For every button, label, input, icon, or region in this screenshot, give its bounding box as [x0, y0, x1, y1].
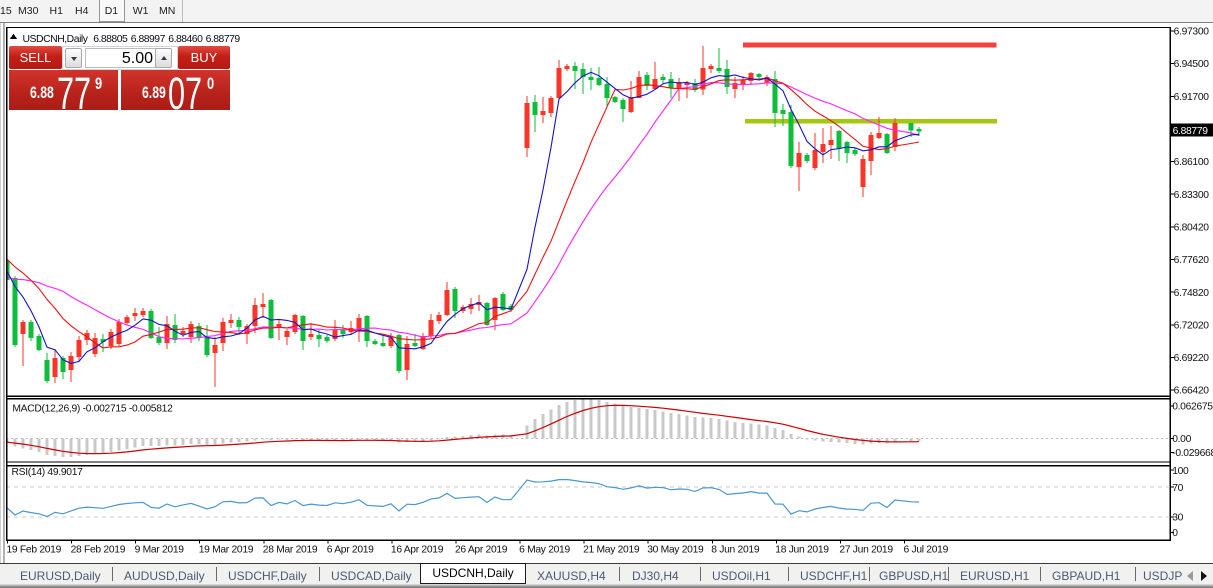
svg-text:100: 100 — [1172, 466, 1189, 477]
svg-text:6.66420: 6.66420 — [1174, 386, 1210, 397]
svg-text:0.062675: 0.062675 — [1172, 401, 1213, 412]
svg-text:28 Mar 2019: 28 Mar 2019 — [263, 545, 318, 556]
svg-text:8 Jun 2019: 8 Jun 2019 — [711, 545, 760, 556]
svg-text:6.83300: 6.83300 — [1174, 190, 1210, 201]
svg-text:70: 70 — [1172, 483, 1183, 494]
svg-text:-0.029668: -0.029668 — [1172, 448, 1213, 459]
svg-text:6.88805: 6.88805 — [93, 34, 128, 45]
svg-text:6 Apr 2019: 6 Apr 2019 — [327, 545, 374, 556]
svg-text:6.88460: 6.88460 — [168, 34, 203, 45]
svg-text:6.91700: 6.91700 — [1174, 92, 1210, 103]
svg-text:19 Mar 2019: 19 Mar 2019 — [199, 545, 254, 556]
svg-text:6.72020: 6.72020 — [1174, 320, 1210, 331]
svg-text:16 Apr 2019: 16 Apr 2019 — [391, 545, 444, 556]
svg-text:6.74820: 6.74820 — [1174, 288, 1210, 299]
svg-text:6 May 2019: 6 May 2019 — [519, 545, 570, 556]
svg-text:6.88779: 6.88779 — [206, 34, 241, 45]
svg-text:RSI(14) 49.9017: RSI(14) 49.9017 — [12, 467, 84, 478]
svg-text:6.88779: 6.88779 — [1173, 126, 1209, 137]
svg-text:18 Jun 2019: 18 Jun 2019 — [775, 545, 829, 556]
svg-text:26 Apr 2019: 26 Apr 2019 — [455, 545, 508, 556]
svg-text:6.77620: 6.77620 — [1174, 255, 1210, 266]
svg-text:9 Mar 2019: 9 Mar 2019 — [135, 545, 185, 556]
svg-text:30 May 2019: 30 May 2019 — [647, 545, 704, 556]
svg-text:30: 30 — [1172, 513, 1183, 524]
svg-text:27 Jun 2019: 27 Jun 2019 — [839, 545, 893, 556]
svg-text:6.80420: 6.80420 — [1174, 223, 1210, 234]
svg-text:6.97300: 6.97300 — [1174, 27, 1210, 38]
svg-text:28 Feb 2019: 28 Feb 2019 — [71, 545, 126, 556]
svg-text:USDCNH,Daily: USDCNH,Daily — [23, 34, 89, 45]
svg-text:0.00: 0.00 — [1172, 434, 1191, 445]
svg-text:6.86100: 6.86100 — [1174, 157, 1210, 168]
svg-text:19 Feb 2019: 19 Feb 2019 — [7, 545, 62, 556]
svg-text:6.94500: 6.94500 — [1174, 59, 1210, 70]
svg-text:MACD(12,26,9) -0.002715 -0.005: MACD(12,26,9) -0.002715 -0.005812 — [12, 404, 173, 415]
svg-text:6 Jul 2019: 6 Jul 2019 — [904, 545, 949, 556]
svg-text:21 May 2019: 21 May 2019 — [583, 545, 640, 556]
svg-text:0: 0 — [1172, 528, 1178, 539]
svg-text:6.88997: 6.88997 — [131, 34, 166, 45]
svg-text:6.69220: 6.69220 — [1174, 353, 1210, 364]
